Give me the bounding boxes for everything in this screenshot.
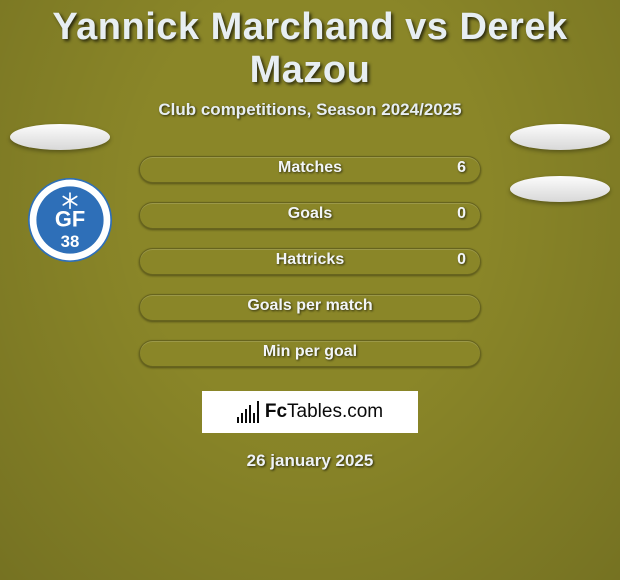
stat-value-right: 0: [457, 205, 466, 223]
fctables-watermark: FcTables.com: [202, 391, 418, 433]
date-line: 26 january 2025: [0, 451, 620, 471]
club-badge-left: GF 38: [28, 178, 112, 262]
watermark-text: FcTables.com: [265, 401, 383, 423]
stat-label: Goals per match: [140, 297, 480, 315]
club-badge-text-bottom: 38: [61, 232, 80, 251]
club-badge-icon: GF 38: [28, 178, 112, 262]
stat-row-goals-per-match: Goals per match: [139, 294, 481, 321]
player-right-photo-placeholder-2: [510, 176, 610, 202]
stat-row-matches: Matches 6: [139, 156, 481, 183]
stat-label: Min per goal: [140, 343, 480, 361]
watermark-bars-icon: [237, 401, 259, 423]
stat-row-hattricks: Hattricks 0: [139, 248, 481, 275]
page-title: Yannick Marchand vs Derek Mazou: [0, 6, 620, 92]
watermark-text-light: Tables.com: [287, 401, 383, 422]
club-badge-text-top: GF: [55, 207, 85, 232]
stat-label: Matches: [140, 159, 480, 177]
stat-label: Hattricks: [140, 251, 480, 269]
infographic-content: Yannick Marchand vs Derek Mazou Club com…: [0, 0, 620, 471]
stat-row-goals: Goals 0: [139, 202, 481, 229]
stat-label: Goals: [140, 205, 480, 223]
player-right-photo-placeholder-1: [510, 124, 610, 150]
subtitle: Club competitions, Season 2024/2025: [0, 100, 620, 120]
stat-value-right: 6: [457, 159, 466, 177]
watermark-text-bold: Fc: [265, 401, 287, 422]
stat-value-right: 0: [457, 251, 466, 269]
stat-row-min-per-goal: Min per goal: [139, 340, 481, 367]
stat-pill-list: Matches 6 Goals 0 Hattricks 0 Goals per …: [139, 156, 481, 367]
player-left-photo-placeholder-1: [10, 124, 110, 150]
